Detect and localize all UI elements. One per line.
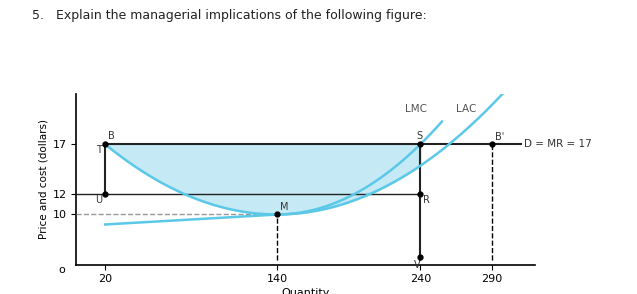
Text: LAC: LAC bbox=[456, 104, 476, 114]
Text: V: V bbox=[414, 260, 421, 270]
Text: B: B bbox=[108, 131, 115, 141]
Text: S: S bbox=[416, 131, 422, 141]
Text: 5.   Explain the managerial implications of the following figure:: 5. Explain the managerial implications o… bbox=[32, 9, 427, 22]
Text: U: U bbox=[95, 196, 102, 206]
Text: LMC: LMC bbox=[405, 104, 427, 114]
X-axis label: Quantity: Quantity bbox=[282, 288, 330, 294]
Text: B': B' bbox=[495, 132, 505, 142]
Text: D = MR = 17: D = MR = 17 bbox=[524, 139, 591, 149]
Text: R: R bbox=[423, 196, 430, 206]
Text: o: o bbox=[58, 265, 65, 275]
Text: M: M bbox=[280, 203, 289, 213]
Text: T: T bbox=[96, 145, 102, 155]
Y-axis label: Price and cost (dollars): Price and cost (dollars) bbox=[38, 119, 48, 239]
